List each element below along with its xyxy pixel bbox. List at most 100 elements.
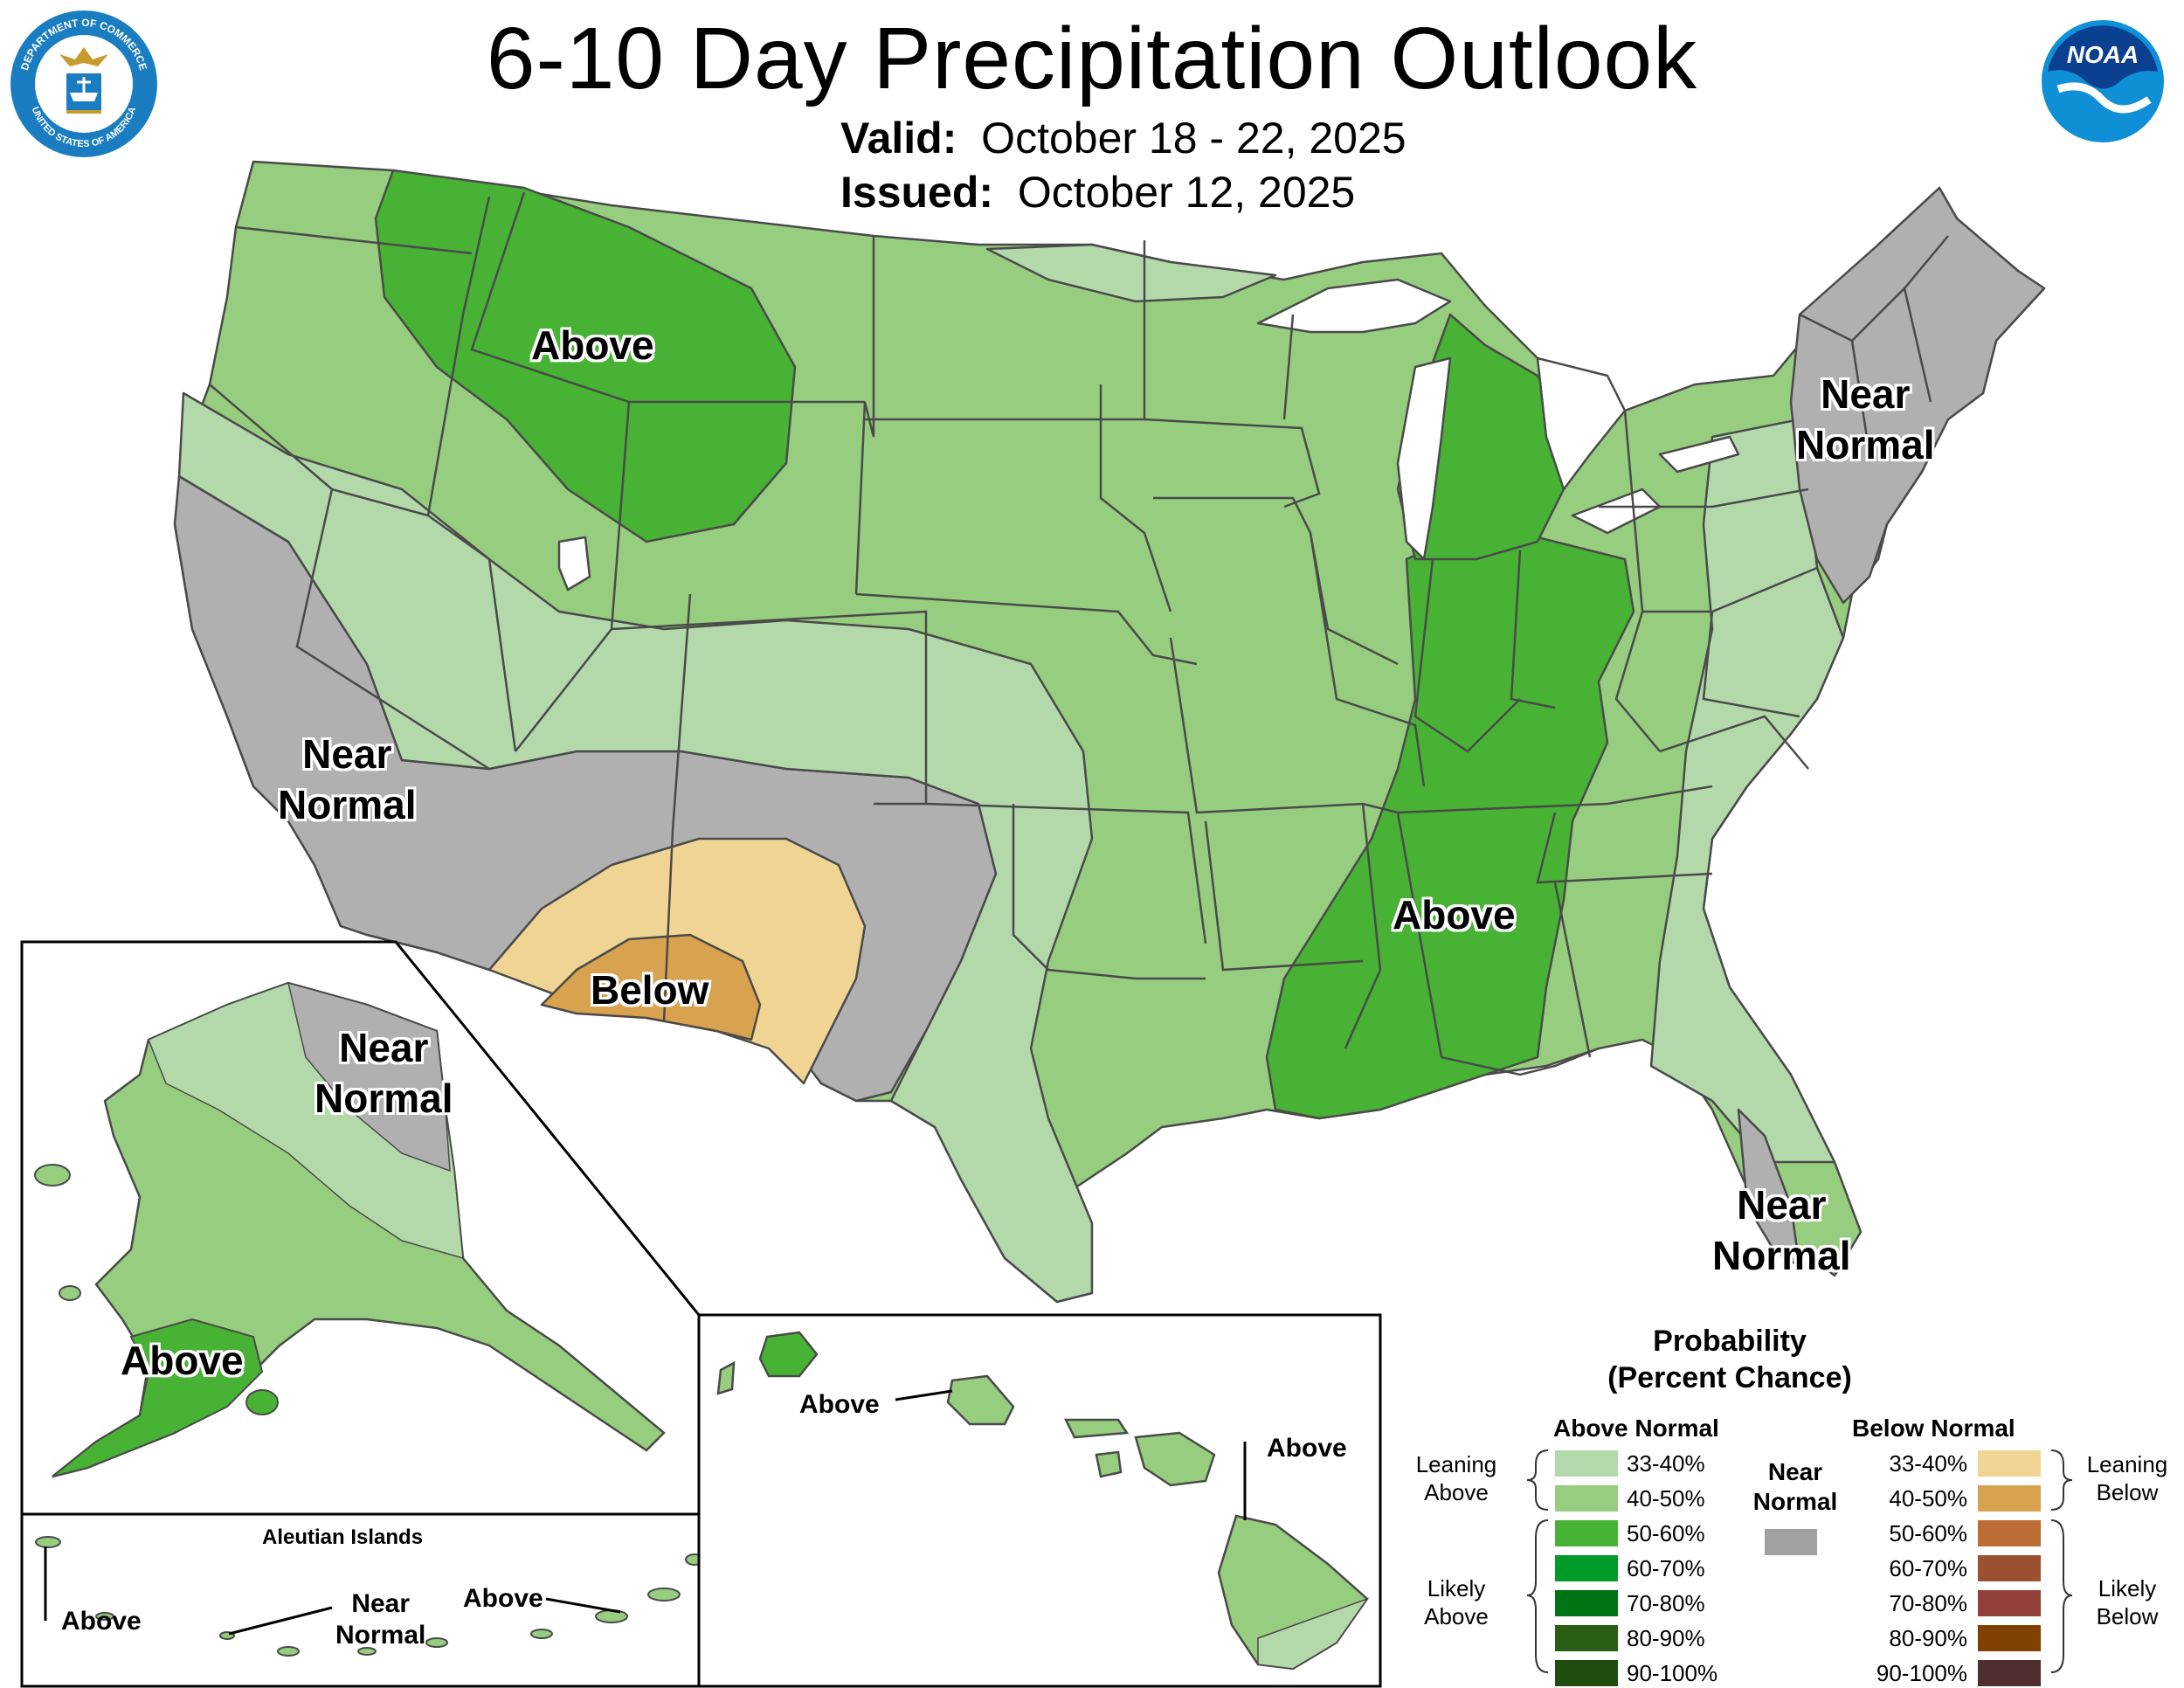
legend-above-swatch	[1555, 1625, 1618, 1651]
probability-legend: Probability (Percent Chance) Above Norma…	[1398, 1319, 2184, 1686]
label-alaska-near-normal: Near Normal	[314, 1022, 453, 1124]
label-near-normal-west-line1: Near	[302, 731, 392, 777]
label-aleutian-above-east: Above	[463, 1584, 543, 1613]
label-near-normal-fl-line1: Near	[1737, 1182, 1827, 1228]
legend-below-range-label: 50-60%	[1889, 1520, 1967, 1546]
legend-above-range-label: 60-70%	[1627, 1555, 1705, 1581]
near-normal-fl-area	[1737, 1108, 1801, 1269]
label-near-normal-west: Near Normal	[278, 729, 416, 830]
near-normal-ne-area	[1789, 186, 2046, 605]
oahu	[946, 1374, 1015, 1426]
legend-leaning-above: Leaning Above	[1400, 1450, 1513, 1506]
label-aleutian-near-line1: Near	[351, 1589, 411, 1618]
legend-above-range-label: 50-60%	[1627, 1520, 1705, 1546]
legend-title: Probability (Percent Chance)	[1555, 1323, 1904, 1396]
legend-above-range-label: 90-100%	[1627, 1660, 1718, 1686]
noaa-logo-text: NOAA	[2067, 41, 2139, 68]
map-title: 6-10 Day Precipitation Outlook	[486, 10, 1698, 107]
label-alaska-near-line1: Near	[339, 1025, 429, 1070]
valid-label: Valid:	[840, 114, 957, 163]
lake-superior	[1256, 278, 1452, 334]
label-below-southwest: Below	[591, 967, 709, 1013]
valid-value: October 18 - 22, 2025	[981, 114, 1406, 163]
issued-value: October 12, 2025	[1017, 168, 1356, 217]
label-alaska-near-line2: Normal	[314, 1076, 453, 1121]
label-near-normal-fl-line2: Normal	[1712, 1233, 1851, 1278]
label-aleutian-above-west: Above	[61, 1607, 142, 1636]
label-hawaii-above-east: Above	[1267, 1434, 1347, 1463]
legend-brackets	[1526, 1449, 2073, 1673]
legend-below-range-label: 80-90%	[1889, 1625, 1967, 1651]
leaning-above-north-area	[985, 243, 1277, 303]
legend-above-swatch	[1555, 1520, 1618, 1546]
legend-above-range-label: 70-80%	[1627, 1590, 1705, 1616]
maui	[1134, 1431, 1216, 1487]
hawaii-inset	[697, 1313, 1382, 1688]
niihau	[716, 1360, 736, 1395]
lake-huron	[1536, 356, 1627, 491]
legend-below-range-label: 70-80%	[1889, 1590, 1967, 1616]
legend-below-swatch	[1978, 1555, 2041, 1581]
valid-dates: Valid: October 18 - 22, 2025	[840, 112, 1406, 164]
label-above-southeast: Above	[1393, 892, 1516, 937]
legend-title-line2: (Percent Chance)	[1607, 1361, 1852, 1394]
legend-leaning-above-line1: Leaning	[1415, 1451, 1497, 1477]
lake-michigan	[1396, 356, 1452, 561]
legend-above-swatch	[1555, 1485, 1618, 1512]
department-of-commerce-seal-icon: DEPARTMENT OF COMMERCE UNITED STATES OF …	[10, 10, 157, 157]
legend-below-range-label: 90-100%	[1876, 1660, 1967, 1686]
lake-ontario	[1658, 435, 1740, 474]
label-aleutian-near-normal: Near Normal	[335, 1588, 425, 1651]
legend-above-range-label: 80-90%	[1627, 1625, 1705, 1651]
legend-above-range-label: 33-40%	[1627, 1450, 1705, 1477]
label-aleutian-near-line2: Normal	[335, 1621, 426, 1650]
legend-above-range-label: 40-50%	[1627, 1485, 1705, 1512]
legend-above-swatch	[1555, 1590, 1618, 1616]
label-hawaii-above-west: Above	[799, 1390, 880, 1419]
legend-leaning-below-line2: Below	[2096, 1479, 2159, 1505]
legend-below-swatch	[1978, 1450, 2041, 1477]
likely-above-nw-area	[374, 169, 797, 543]
label-near-normal-west-line2: Normal	[278, 782, 417, 827]
legend-likely-above: Likely Above	[1400, 1574, 1513, 1630]
legend-below-swatch	[1978, 1660, 2041, 1686]
legend-below-swatch	[1978, 1590, 2041, 1616]
issued-date: Issued: October 12, 2025	[840, 166, 1355, 218]
leaning-above-central-area	[177, 391, 1094, 1304]
below-40-50-sw-area	[540, 933, 762, 1041]
legend-near-line2: Normal	[1752, 1488, 1838, 1515]
leaning-above-east-area	[1649, 418, 1845, 1164]
label-above-northwest: Above	[531, 322, 654, 368]
legend-leaning-below: Leaning Below	[2070, 1450, 2184, 1506]
legend-leaning-above-line2: Above	[1424, 1479, 1489, 1505]
legend-likely-below-line2: Below	[2096, 1603, 2159, 1629]
likely-above-se-area	[1265, 522, 1635, 1120]
legend-below-header: Below Normal	[1852, 1415, 2015, 1442]
legend-near-normal-swatch	[1765, 1529, 1817, 1555]
legend-below-range-label: 60-70%	[1889, 1555, 1967, 1581]
legend-below-swatch	[1978, 1625, 2041, 1651]
lanai	[1095, 1450, 1123, 1478]
legend-likely-below: Likely Below	[2070, 1574, 2184, 1630]
noaa-logo-icon: NOAA	[2042, 20, 2164, 142]
legend-below-range-label: 33-40%	[1889, 1450, 1967, 1477]
issued-label: Issued:	[840, 168, 994, 217]
legend-above-header: Above Normal	[1553, 1415, 1719, 1442]
molokai	[1063, 1418, 1130, 1439]
legend-leaning-below-line1: Leaning	[2086, 1451, 2168, 1477]
legend-above-swatch	[1555, 1660, 1618, 1686]
legend-above-swatch	[1555, 1450, 1618, 1477]
legend-below-range-label: 40-50%	[1889, 1485, 1967, 1512]
legend-above-swatch	[1555, 1555, 1618, 1581]
alaska-inset	[20, 940, 704, 1688]
legend-likely-above-line1: Likely	[1427, 1575, 1486, 1602]
kauai	[758, 1331, 819, 1378]
legend-likely-above-line2: Above	[1424, 1603, 1489, 1629]
label-alaska-above: Above	[121, 1338, 244, 1383]
aleutian-islands-title: Aleutian Islands	[262, 1525, 424, 1549]
label-near-normal-ne-line1: Near	[1821, 371, 1911, 417]
label-near-normal-florida: Near Normal	[1712, 1180, 1850, 1281]
legend-near-header: Near Normal	[1747, 1457, 1843, 1517]
legend-below-swatch	[1978, 1485, 2041, 1512]
